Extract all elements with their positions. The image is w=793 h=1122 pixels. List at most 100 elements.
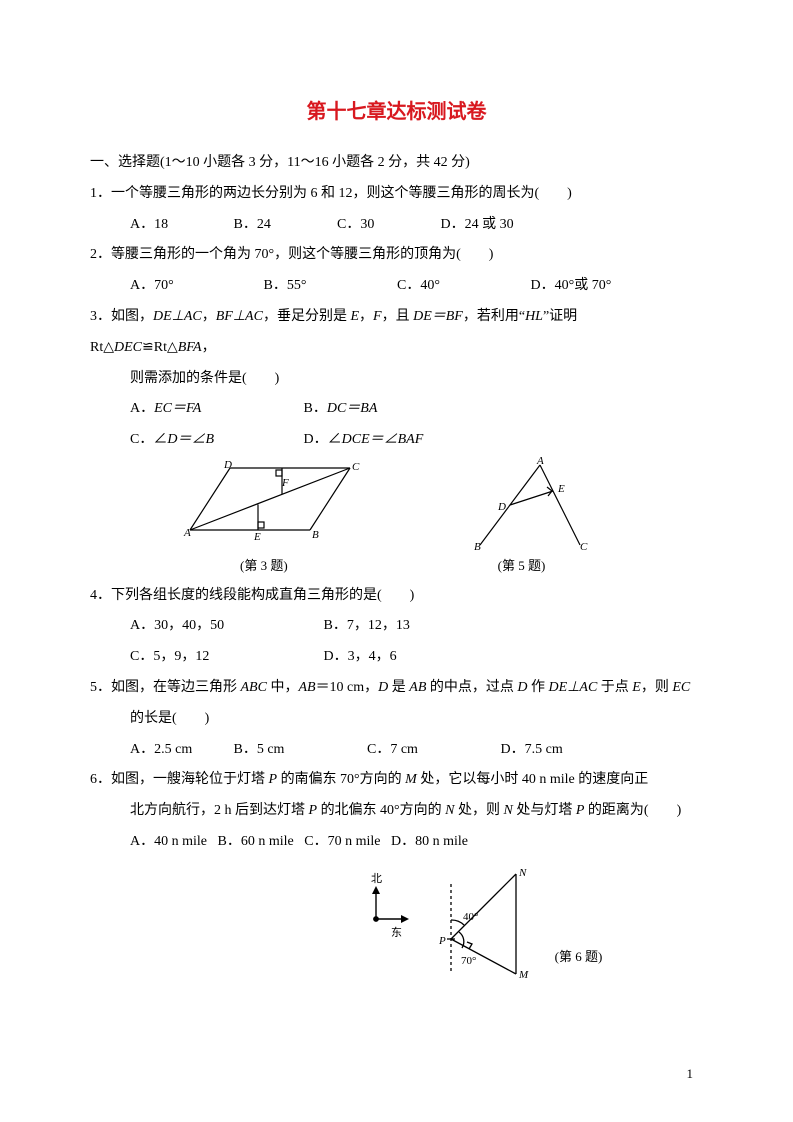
q3-stem-line1: 3．如图，DE⊥AC，BF⊥AC，垂足分别是 E，F，且 DE＝BF，若利用“H… (90, 302, 703, 364)
figure-5-caption: (第 5 题) (498, 552, 546, 581)
q2-opt-c: C．40° (397, 271, 527, 302)
q3-opt-d: D．∠DCE＝∠BAF (304, 425, 424, 456)
figure-5-label-c: C (580, 541, 588, 553)
q1-opt-c: C．30 (337, 210, 437, 241)
q4-options-row2: C．5，9，12 D．3，4，6 (90, 642, 703, 673)
q6-var: P (269, 772, 278, 787)
q2-options: A．70° B．55° C．40° D．40°或 70° (90, 271, 703, 302)
question-5: 5．如图，在等边三角形 ABC 中，AB＝10 cm，D 是 AB 的中点，过点… (90, 673, 703, 765)
q3-var: DE⊥AC (153, 309, 202, 324)
figure-6-label-north: 北 (371, 872, 382, 885)
q5-var: D (378, 680, 388, 695)
section-1-heading: 一、选择题(1～10 小题各 3 分，11～16 小题各 2 分，共 42 分) (90, 148, 703, 179)
q3-txt: 垂足分别是 (277, 309, 347, 324)
q3-var: BF⊥AC (216, 309, 263, 324)
q6-txt: 的南偏东 70°方向的 (281, 772, 402, 787)
q5-txt: 是 (392, 680, 406, 695)
q5-txt: 5．如图，在等边三角形 (90, 680, 237, 695)
q6-txt: 处，则 (458, 803, 500, 818)
q2-stem: 2．等腰三角形的一个角为 70°，则这个等腰三角形的顶角为( ) (90, 240, 703, 271)
q5-var: EC (672, 680, 690, 695)
figure-6-label-n: N (518, 867, 527, 879)
question-3: 3．如图，DE⊥AC，BF⊥AC，垂足分别是 E，F，且 DE＝BF，若利用“H… (90, 302, 703, 456)
figure-3-label-a: A (183, 527, 191, 539)
q6-opt-b: B．60 n mile (218, 827, 294, 858)
q5-txt: ＝10 cm， (316, 680, 379, 695)
q5-txt: 的中点，过点 (430, 680, 514, 695)
q4-options-row1: A．30，40，50 B．7，12，13 (90, 611, 703, 642)
q6-var: P (309, 803, 318, 818)
figure-6-label-p: P (438, 935, 446, 947)
q6-txt: 处与灯塔 (516, 803, 572, 818)
q4-opt-d: D．3，4，6 (324, 642, 397, 673)
question-4: 4．下列各组长度的线段能构成直角三角形的是( ) A．30，40，50 B．7，… (90, 581, 703, 673)
q6-var: N (445, 803, 454, 818)
q3-opt-c: C．∠D＝∠B (130, 425, 300, 456)
question-6: 6．如图，一艘海轮位于灯塔 P 的南偏东 70°方向的 M 处，它以每小时 40… (90, 765, 703, 857)
question-2: 2．等腰三角形的一个角为 70°，则这个等腰三角形的顶角为( ) A．70° B… (90, 240, 703, 302)
q3-txt: ≌Rt△ (142, 340, 178, 355)
figure-6-svg: 北 东 N M P 40° 70° (351, 864, 551, 984)
q5-opt-d: D．7.5 cm (501, 735, 563, 766)
q6-var: N (504, 803, 513, 818)
q3-prefix: 3．如图， (90, 309, 153, 324)
figure-6-row: 北 东 N M P 40° 70° (第 6 题) (90, 864, 703, 984)
q2-opt-a: A．70° (130, 271, 260, 302)
figure-3-label-f: F (281, 477, 289, 489)
q5-var: DE⊥AC (549, 680, 598, 695)
page-number: 1 (687, 1066, 694, 1082)
q5-var: D (517, 680, 527, 695)
q1-opt-a: A．18 (130, 210, 230, 241)
q2-opt-d: D．40°或 70° (531, 271, 612, 302)
figure-6-label-east: 东 (391, 926, 402, 939)
opt-label: C．∠ (130, 425, 167, 456)
question-1: 1．一个等腰三角形的两边长分别为 6 和 12，则这个等腰三角形的周长为( ) … (90, 179, 703, 241)
exam-title: 第十七章达标测试卷 (90, 90, 703, 134)
q5-stem-line2: 的长是( ) (90, 704, 703, 735)
opt-val: D＝∠B (167, 425, 214, 456)
q4-opt-a: A．30，40，50 (130, 611, 320, 642)
q4-stem: 4．下列各组长度的线段能构成直角三角形的是( ) (90, 581, 703, 612)
q5-opt-a: A．2.5 cm (130, 735, 230, 766)
opt-val: EC＝FA (154, 394, 201, 425)
q3-var: DEC (114, 340, 142, 355)
q5-opt-c: C．7 cm (367, 735, 497, 766)
q6-txt: 的距离为( ) (588, 803, 681, 818)
q5-var: E (632, 680, 641, 695)
opt-label: D．∠ (304, 425, 342, 456)
q2-opt-b: B．55° (264, 271, 394, 302)
figure-3-label-b: B (312, 529, 319, 541)
figure-5-label-a: A (536, 455, 544, 467)
figure-6-label-40: 40° (463, 911, 478, 923)
q5-stem-line1: 5．如图，在等边三角形 ABC 中，AB＝10 cm，D 是 AB 的中点，过点… (90, 673, 703, 704)
figure-5-label-b: B (474, 541, 481, 553)
q3-var: DE＝BF (413, 309, 463, 324)
q1-stem: 1．一个等腰三角形的两边长分别为 6 和 12，则这个等腰三角形的周长为( ) (90, 179, 703, 210)
page-content: 第十七章达标测试卷 一、选择题(1～10 小题各 3 分，11～16 小题各 2… (0, 0, 793, 1024)
q3-opt-a: A．EC＝FA (130, 394, 300, 425)
q3-options-row1: A．EC＝FA B．DC＝BA (90, 394, 703, 425)
q5-options: A．2.5 cm B．5 cm C．7 cm D．7.5 cm (90, 735, 703, 766)
opt-label: A． (130, 394, 154, 425)
q5-var: AB (409, 680, 426, 695)
opt-val: DC＝BA (327, 394, 378, 425)
opt-val: DCE＝∠BAF (342, 425, 424, 456)
q5-var: ABC (241, 680, 267, 695)
q3-opt-b: B．DC＝BA (304, 394, 378, 425)
figure-5-label-e: E (557, 483, 565, 495)
q5-txt: ，则 (641, 680, 669, 695)
figure-3-label-d: D (223, 459, 232, 471)
q1-opt-b: B．24 (234, 210, 334, 241)
figure-3-label-c: C (352, 461, 360, 473)
q6-txt: 6．如图，一艘海轮位于灯塔 (90, 772, 265, 787)
q3-var: BFA (178, 340, 202, 355)
q6-opt-c: C．70 n mile (304, 827, 380, 858)
q6-options: A．40 n mile B．60 n mile C．70 n mile D．80… (90, 827, 703, 858)
figure-5-label-d: D (497, 501, 506, 513)
q3-var: F (373, 309, 382, 324)
q1-options: A．18 B．24 C．30 D．24 或 30 (90, 210, 703, 241)
figure-6-label-70: 70° (461, 955, 476, 967)
figure-6-caption: (第 6 题) (555, 943, 603, 984)
figure-caption-row: (第 3 题) (第 5 题) (90, 552, 703, 581)
q1-opt-d: D．24 或 30 (441, 210, 514, 241)
